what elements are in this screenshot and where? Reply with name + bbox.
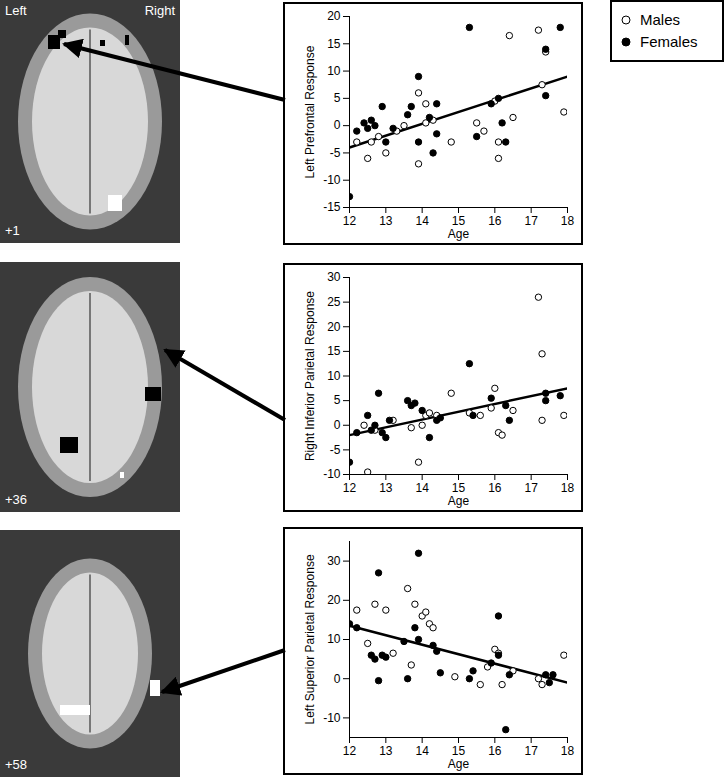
svg-text:20: 20 <box>327 9 341 23</box>
svg-text:15: 15 <box>451 744 466 758</box>
svg-text:16: 16 <box>488 214 502 228</box>
svg-text:10: 10 <box>327 369 341 383</box>
svg-text:+58: +58 <box>5 757 27 772</box>
svg-text:0: 0 <box>334 418 341 432</box>
svg-text:13: 13 <box>379 214 393 228</box>
svg-text:Right Inferior Parietal Respon: Right Inferior Parietal Response <box>303 291 317 461</box>
svg-text:12: 12 <box>343 214 357 228</box>
svg-text:18: 18 <box>561 744 575 758</box>
svg-text:15: 15 <box>451 481 466 495</box>
svg-text:10: 10 <box>327 632 341 646</box>
svg-text:+36: +36 <box>5 492 27 507</box>
svg-text:-5: -5 <box>330 443 341 457</box>
svg-text:30: 30 <box>327 554 341 568</box>
svg-text:12: 12 <box>343 744 357 758</box>
svg-text:+1: +1 <box>5 223 20 238</box>
svg-text:10: 10 <box>327 64 341 78</box>
svg-text:Left Prefrontal Response: Left Prefrontal Response <box>303 45 317 178</box>
svg-text:17: 17 <box>524 481 538 495</box>
svg-text:15: 15 <box>451 214 466 228</box>
svg-text:20: 20 <box>327 320 341 334</box>
svg-text:-10: -10 <box>323 711 341 725</box>
svg-text:-10: -10 <box>323 467 341 481</box>
svg-text:16: 16 <box>488 744 502 758</box>
svg-text:Males: Males <box>640 11 680 28</box>
svg-text:17: 17 <box>524 214 538 228</box>
svg-text:12: 12 <box>343 481 357 495</box>
svg-text:-5: -5 <box>330 146 341 160</box>
svg-text:Left: Left <box>5 3 27 18</box>
svg-text:18: 18 <box>561 481 575 495</box>
svg-text:Left Superior Parietal Respons: Left Superior Parietal Response <box>303 554 317 724</box>
svg-text:15: 15 <box>327 344 341 358</box>
svg-text:5: 5 <box>334 393 341 407</box>
svg-text:18: 18 <box>561 214 575 228</box>
svg-text:Age: Age <box>448 757 470 771</box>
svg-text:5: 5 <box>334 91 341 105</box>
svg-text:14: 14 <box>415 744 429 758</box>
svg-text:20: 20 <box>327 593 341 607</box>
svg-text:25: 25 <box>327 295 341 309</box>
svg-text:13: 13 <box>379 744 393 758</box>
svg-text:Females: Females <box>640 33 698 50</box>
svg-text:13: 13 <box>379 481 393 495</box>
svg-text:30: 30 <box>327 270 341 284</box>
svg-text:-10: -10 <box>323 173 341 187</box>
svg-text:16: 16 <box>488 481 502 495</box>
svg-text:14: 14 <box>415 481 429 495</box>
svg-text:0: 0 <box>334 118 341 132</box>
svg-text:15: 15 <box>327 37 341 51</box>
svg-text:Age: Age <box>448 494 470 508</box>
svg-text:14: 14 <box>415 214 429 228</box>
svg-text:17: 17 <box>524 744 538 758</box>
svg-text:-15: -15 <box>323 200 341 214</box>
svg-text:Right: Right <box>145 3 176 18</box>
svg-text:Age: Age <box>448 227 470 241</box>
svg-text:0: 0 <box>334 672 341 686</box>
